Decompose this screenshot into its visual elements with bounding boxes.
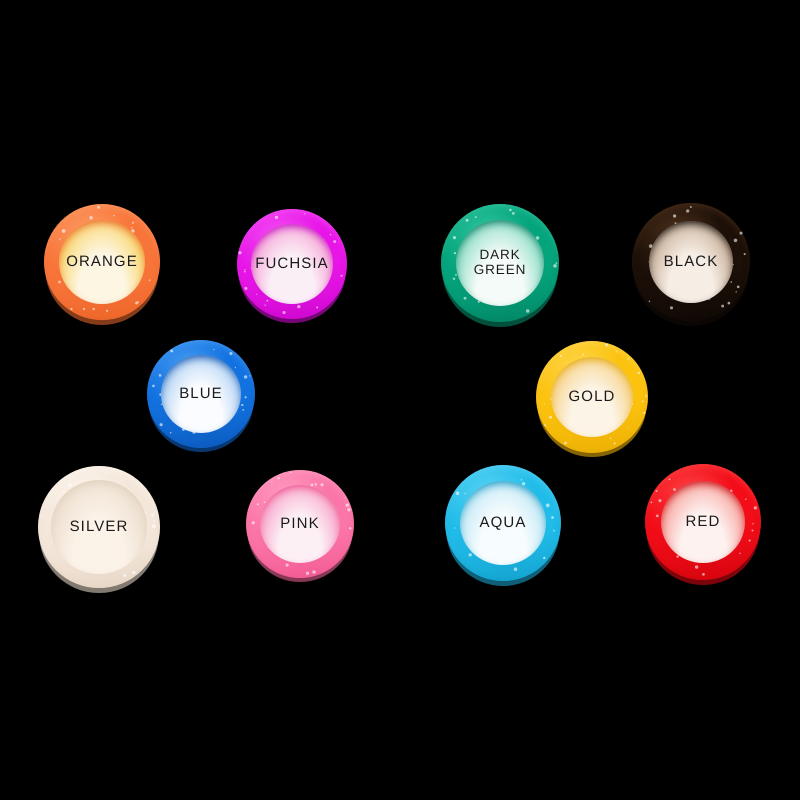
jar-powder-fuchsia: FUCHSIA xyxy=(251,224,333,304)
jar-powder-silver: SILVER xyxy=(51,480,147,574)
jar-fuchsia[interactable]: FUCHSIA xyxy=(237,209,347,324)
jar-powder-pink: PINK xyxy=(260,485,340,563)
jar-powder-dark-green: DARK GREEN xyxy=(456,220,544,306)
jar-aqua[interactable]: AQUA xyxy=(445,465,561,586)
jar-label-orange: ORANGE xyxy=(66,252,138,270)
jar-powder-blue: BLUE xyxy=(161,355,241,433)
jar-powder-aqua: AQUA xyxy=(460,481,546,565)
jar-label-fuchsia: FUCHSIA xyxy=(255,254,329,272)
jar-powder-red: RED xyxy=(661,481,745,563)
jar-label-red: RED xyxy=(685,512,721,530)
jar-label-aqua: AQUA xyxy=(479,513,527,531)
jar-gold[interactable]: GOLD xyxy=(536,341,648,458)
jar-label-silver: SILVER xyxy=(69,517,129,535)
jar-red[interactable]: RED xyxy=(645,464,761,585)
jar-powder-orange: ORANGE xyxy=(59,220,145,304)
jar-powder-gold: GOLD xyxy=(551,357,633,437)
jar-black[interactable]: BLACK xyxy=(632,203,750,326)
jar-powder-black: BLACK xyxy=(649,221,733,303)
jar-label-blue: BLUE xyxy=(179,384,223,402)
jar-label-gold: GOLD xyxy=(568,387,616,405)
jar-label-dark-green: DARK GREEN xyxy=(473,247,527,277)
jar-label-black: BLACK xyxy=(663,252,719,270)
jar-label-pink: PINK xyxy=(280,514,320,532)
jar-orange[interactable]: ORANGE xyxy=(44,204,160,325)
jar-dark-green[interactable]: DARK GREEN xyxy=(441,204,559,327)
jar-blue[interactable]: BLUE xyxy=(147,340,255,453)
jar-silver[interactable]: SILVER xyxy=(38,466,160,593)
jar-pink[interactable]: PINK xyxy=(246,470,354,583)
